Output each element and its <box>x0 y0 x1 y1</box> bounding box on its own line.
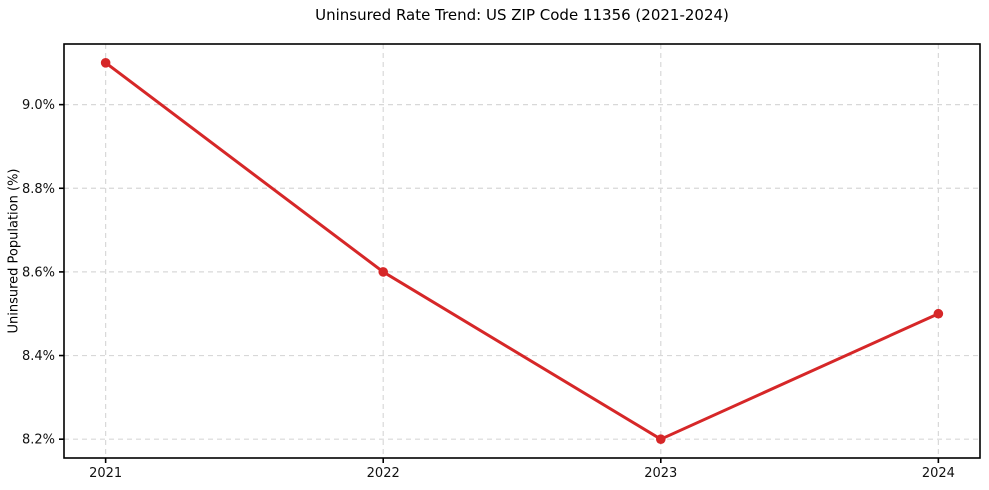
y-tick-label: 9.0% <box>22 98 55 113</box>
x-tick-label: 2023 <box>644 466 677 481</box>
data-point-2021 <box>100 58 111 68</box>
y-tick-label: 8.2% <box>22 433 55 448</box>
y-tick-label: 8.6% <box>22 265 55 280</box>
x-tick-label: 2022 <box>367 466 400 481</box>
y-tick-label: 8.4% <box>22 349 55 364</box>
x-tick-label: 2024 <box>922 466 955 481</box>
data-point-2023 <box>655 434 666 444</box>
trend-line <box>104 61 940 441</box>
x-tick-label: 2021 <box>89 466 122 481</box>
plot-border <box>63 43 981 459</box>
y-tick-label: 8.8% <box>22 182 55 197</box>
data-point-2024 <box>933 308 944 319</box>
data-point-2022 <box>378 267 389 277</box>
chart-title: Uninsured Rate Trend: US ZIP Code 11356 … <box>315 6 729 24</box>
